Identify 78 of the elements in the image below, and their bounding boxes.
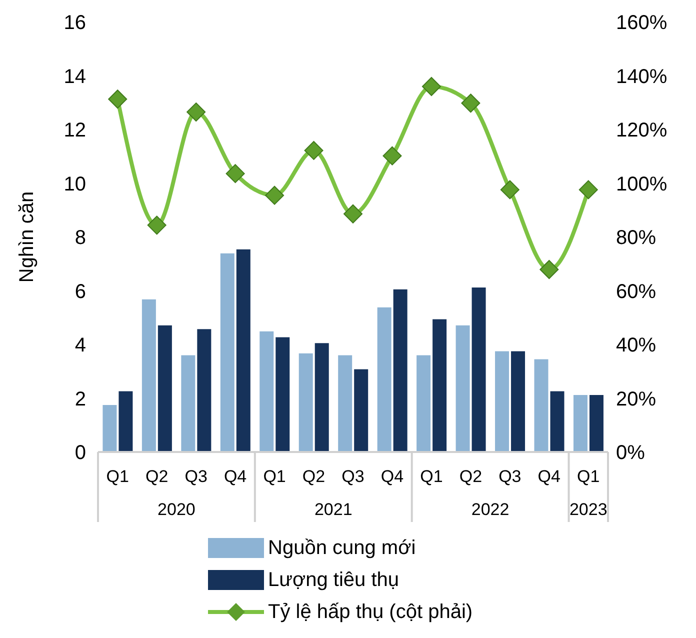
x-tick-label: Q2: [302, 467, 326, 486]
bar: [298, 353, 313, 452]
bar: [142, 299, 156, 452]
y2-tick-label: 100%: [616, 173, 668, 196]
x-tick-label: Q1: [577, 467, 600, 486]
x-tick-label: Q1: [106, 467, 129, 486]
bar: [511, 351, 526, 452]
point: [500, 180, 520, 200]
point: [226, 164, 245, 184]
y-tick-label: 12: [64, 120, 86, 142]
x-tick-label: Q1: [263, 467, 286, 486]
bar: [393, 289, 408, 452]
x-tick-label: Q2: [459, 467, 482, 486]
text: 2020: [158, 500, 196, 519]
y-tick-label: 14: [64, 66, 86, 88]
point: [147, 216, 166, 235]
x-tick-label: Q4: [538, 467, 560, 486]
point: [108, 90, 128, 109]
text: 2022: [471, 500, 510, 519]
x-tick-label: Q4: [380, 467, 404, 486]
point: [578, 180, 598, 200]
bar: [158, 325, 172, 452]
bar: [314, 343, 329, 452]
x-tick-label: Q2: [146, 467, 168, 486]
y2-tick-label: 0%: [616, 442, 646, 464]
bar: [416, 355, 431, 452]
y2-tick-label: 140%: [616, 66, 668, 88]
bar: [472, 288, 486, 452]
point: [304, 140, 324, 160]
bar: [102, 404, 117, 452]
bar: [495, 351, 510, 452]
bar: [573, 395, 588, 452]
bar: [118, 391, 133, 452]
legend-label: Tỷ lệ hấp thụ (cột phải): [268, 600, 473, 624]
bar: [276, 337, 290, 452]
bar: [354, 369, 368, 452]
y-tick-label: 4: [74, 334, 86, 356]
y2-tick-label: 60%: [616, 280, 656, 303]
y-tick-label: 6: [74, 280, 86, 303]
point: [422, 77, 441, 96]
y-tick-label: 2: [74, 388, 86, 410]
bar: [432, 319, 447, 452]
y-tick-label: 8: [74, 227, 86, 249]
y2-tick-label: 120%: [616, 120, 668, 142]
x-tick-label: Q3: [342, 467, 364, 486]
bar: [181, 355, 196, 452]
text: 2021: [314, 500, 352, 519]
bar: [377, 307, 392, 452]
bar: [534, 359, 548, 452]
point: [265, 186, 284, 205]
point: [344, 204, 362, 224]
bar: [197, 329, 212, 452]
y2-tick-label: 160%: [616, 12, 668, 34]
bar: [456, 325, 470, 452]
y2-tick-label: 20%: [616, 388, 656, 410]
point: [461, 94, 480, 113]
bar: [236, 249, 250, 452]
y-tick-label: 16: [64, 12, 86, 34]
x-tick-label: Q3: [498, 467, 522, 486]
bar: [550, 391, 564, 452]
text: 2023: [569, 500, 608, 519]
bar: [338, 355, 352, 452]
legend-label: Lượng tiêu thụ: [268, 568, 400, 592]
y-tick-label: 10: [64, 173, 86, 196]
bar: [260, 331, 274, 452]
y-axis-title: Nghìn căn: [16, 191, 38, 283]
legend-label: Nguồn cung mới: [268, 536, 416, 560]
x-tick-label: Q1: [420, 467, 443, 486]
x-tick-label: Q3: [184, 467, 208, 486]
bar: [589, 395, 604, 452]
x-tick-label: Q4: [224, 467, 247, 486]
y2-tick-label: 40%: [616, 334, 656, 357]
point: [540, 260, 559, 280]
point: [186, 102, 206, 122]
point: [382, 146, 402, 166]
y2-tick-label: 80%: [616, 227, 656, 250]
bar: [220, 253, 234, 452]
y-tick-label: 0: [74, 442, 86, 464]
